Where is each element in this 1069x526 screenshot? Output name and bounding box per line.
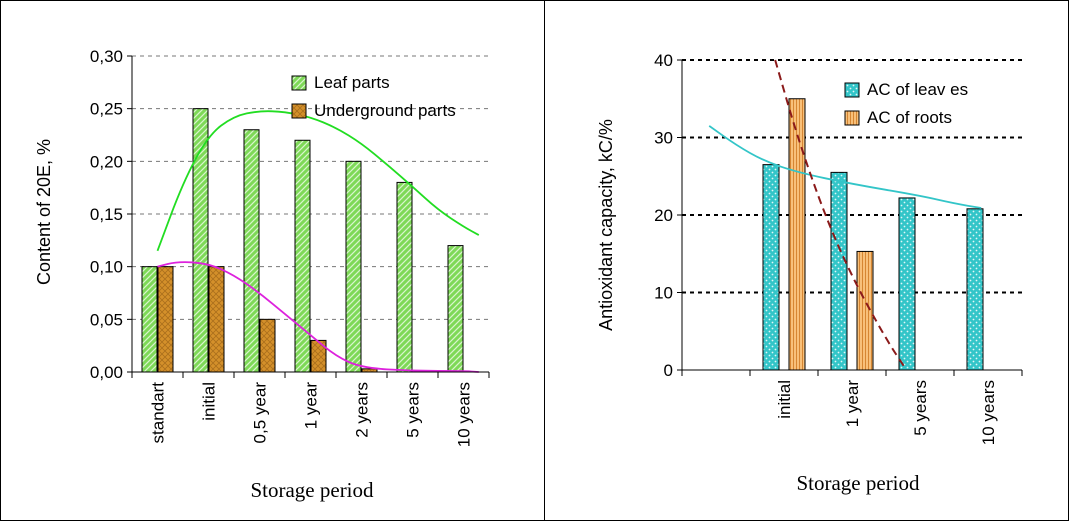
chart1-legend-swatch-1 <box>844 110 860 126</box>
chart0-bar-leaf-parts-2 <box>243 129 260 373</box>
chart1-bar-ac-of-leav-es-3 <box>898 197 916 371</box>
chart1-trendline-0 <box>708 125 982 209</box>
chart0-category-label-4: 2 years <box>353 382 372 438</box>
chart0-category-label-6: 10 years <box>455 382 474 447</box>
chart2-x-axis-label: Storage period <box>796 471 920 495</box>
chart0-bar-leaf-parts-3 <box>294 139 311 373</box>
chart1-x-axis-label: Storage period <box>250 478 374 502</box>
chart0-bar-leaf-parts-6 <box>447 245 464 373</box>
chart1-bar-ac-of-roots-2 <box>856 250 874 371</box>
chart0-legend-label-1: Underground parts <box>314 101 456 120</box>
chart0-ytick-label-4: 0,20 <box>90 152 123 171</box>
chart0-category-label-1: initial <box>200 382 219 421</box>
chart1-category-label-4: 10 years <box>979 380 998 445</box>
chart0-bar-underground-parts-0 <box>157 266 174 373</box>
chart0-ytick-label-2: 0,10 <box>90 258 123 277</box>
chart1-ytick-label-1: 10 <box>654 284 673 303</box>
chart0-trendline-1 <box>157 261 480 373</box>
chart0-bar-underground-parts-2 <box>259 318 276 373</box>
chart0-ytick-label-1: 0,05 <box>90 310 123 329</box>
chart0-category-label-5: 5 years <box>404 382 423 438</box>
chart0-ytick-label-6: 0,30 <box>90 47 123 66</box>
chart1-category-label-1: initial <box>775 380 794 419</box>
chart2-y-axis-label: Antioxidant capacity, kC/% <box>596 119 616 331</box>
chart1-legend-swatch-0 <box>844 82 860 98</box>
chart1-bar-ac-of-leav-es-1 <box>762 164 780 371</box>
chart0-legend-label-0: Leaf parts <box>314 73 390 92</box>
chart1-category-label-3: 5 years <box>911 380 930 436</box>
chart1-category-label-2: 1 year <box>843 380 862 428</box>
chart0-category-label-2: 0,5 year <box>251 382 270 444</box>
chart0-ytick-label-3: 0,15 <box>90 205 123 224</box>
chart0-ytick-label-0: 0,00 <box>90 363 123 382</box>
chart0-bar-leaf-parts-0 <box>141 266 158 373</box>
chart-antioxidant-capacity: 0 10 20 30 40 initial 1 year 5 years 10 years AC … <box>654 51 1023 445</box>
chart0-category-label-3: 1 year <box>302 382 321 430</box>
chart1-legend-label-1: AC of roots <box>867 108 952 127</box>
chart1-bar-ac-of-roots-1 <box>788 98 806 371</box>
chart1-ytick-label-4: 40 <box>654 51 673 70</box>
chart0-trendline-0 <box>156 110 480 252</box>
chart0-legend-swatch-1 <box>291 103 307 119</box>
chart1-y-axis-label: Content of 20E, % <box>34 139 54 285</box>
chart0-legend-swatch-0 <box>291 75 307 91</box>
chart1-ytick-label-3: 30 <box>654 129 673 148</box>
chart1-legend-label-0: AC of leav es <box>867 80 968 99</box>
chart0-bar-leaf-parts-5 <box>396 181 413 373</box>
chart0-category-label-0: standart <box>149 382 168 444</box>
chart1-bar-ac-of-leav-es-4 <box>966 208 984 371</box>
chart1-trendline-1 <box>774 59 908 371</box>
chart0-ytick-label-5: 0,25 <box>90 100 123 119</box>
chart0-bar-leaf-parts-4 <box>345 160 362 373</box>
chart1-bar-ac-of-leav-es-2 <box>830 171 848 371</box>
chart1-ytick-label-2: 20 <box>654 206 673 225</box>
chart-20e-content: 0,00 0,05 0,10 0,15 0,20 0,25 0,30 standart init… <box>90 47 490 447</box>
chart0-bar-underground-parts-1 <box>208 266 225 373</box>
chart0-bar-leaf-parts-1 <box>192 108 209 373</box>
chart1-ytick-label-0: 0 <box>664 361 673 380</box>
